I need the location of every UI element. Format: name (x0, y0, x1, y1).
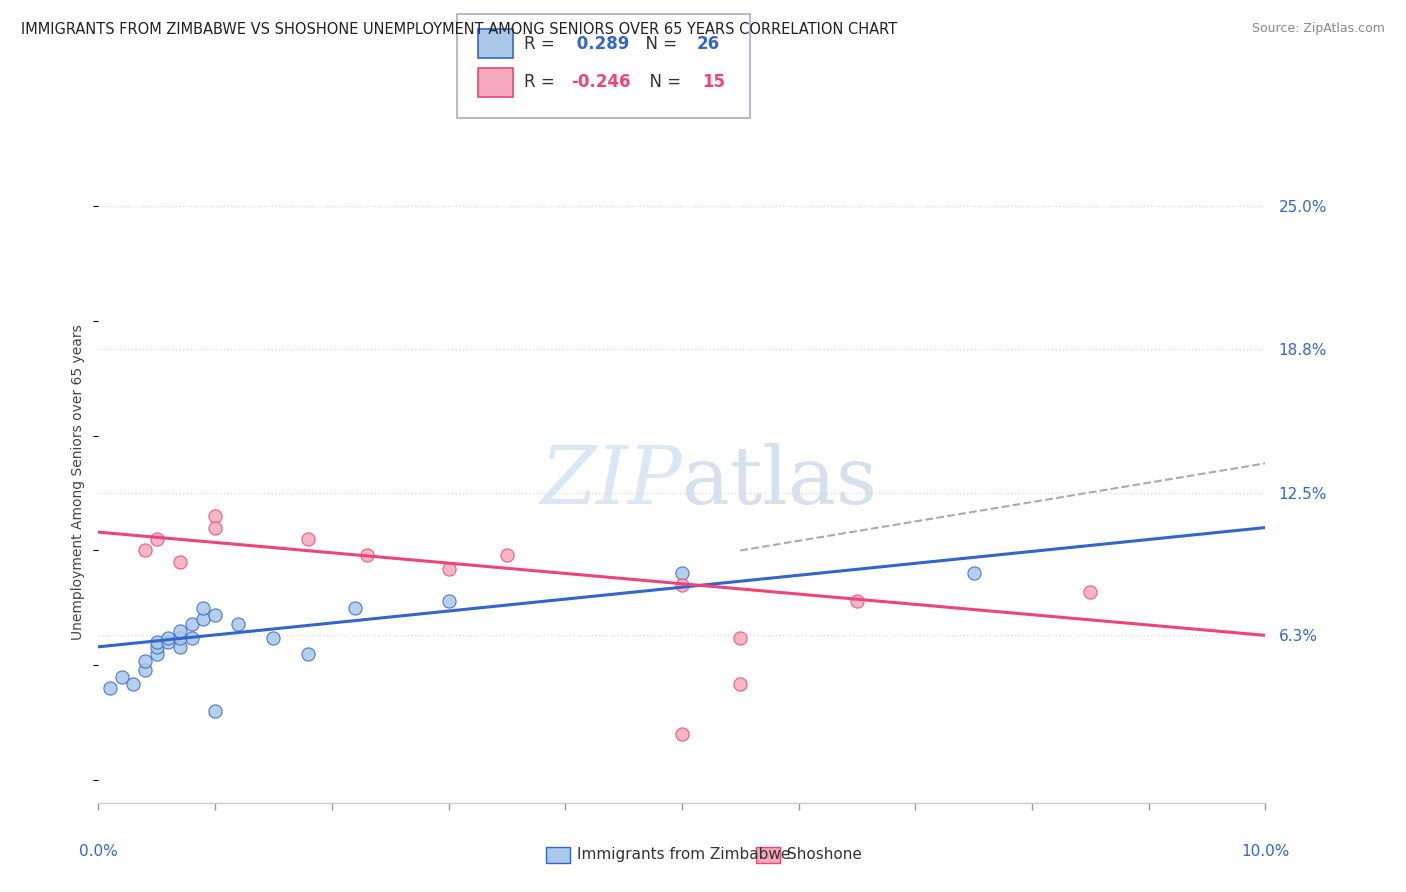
FancyBboxPatch shape (457, 14, 749, 118)
Point (180, 631, 202, 645)
Point (134, 663, 156, 677)
Text: -0.246: -0.246 (571, 73, 630, 91)
Point (146, 640, 169, 654)
Point (134, 654, 156, 668)
Point (846, 594, 869, 608)
Text: 15: 15 (702, 73, 724, 91)
Point (157, 635, 180, 649)
Text: IMMIGRANTS FROM ZIMBABWE VS SHOSHONE UNEMPLOYMENT AMONG SENIORS OVER 65 YEARS CO: IMMIGRANTS FROM ZIMBABWE VS SHOSHONE UNE… (21, 22, 897, 37)
Point (671, 727, 693, 741)
Point (111, 670, 134, 684)
Point (671, 566, 693, 581)
Point (169, 624, 191, 638)
Text: Shoshone: Shoshone (787, 847, 862, 862)
Point (344, 600, 367, 615)
Text: atlas: atlas (682, 442, 877, 521)
Point (204, 607, 226, 622)
Point (1080, 584, 1102, 599)
Point (180, 616, 202, 631)
Point (297, 532, 319, 546)
Text: ZIP: ZIP (540, 443, 682, 520)
Point (169, 640, 191, 654)
Point (297, 647, 319, 661)
Point (496, 548, 519, 562)
Point (134, 543, 156, 558)
Point (962, 566, 984, 581)
Text: N =: N = (638, 73, 686, 91)
Text: Source: ZipAtlas.com: Source: ZipAtlas.com (1251, 22, 1385, 36)
Text: 26: 26 (697, 35, 720, 53)
Text: N =: N = (636, 35, 682, 53)
Point (228, 616, 250, 631)
Point (262, 631, 284, 645)
Y-axis label: Unemployment Among Seniors over 65 years: Unemployment Among Seniors over 65 years (72, 324, 86, 640)
Point (437, 562, 460, 576)
Point (204, 520, 226, 534)
Point (204, 704, 226, 718)
Bar (546, 847, 569, 863)
Text: R =: R = (524, 73, 561, 91)
Point (730, 631, 752, 645)
Point (146, 635, 169, 649)
Point (671, 578, 693, 592)
Bar (756, 847, 780, 863)
Point (730, 676, 752, 690)
Point (204, 509, 226, 524)
Text: 0.0%: 0.0% (79, 844, 118, 859)
Point (157, 631, 180, 645)
Text: Immigrants from Zimbabwe: Immigrants from Zimbabwe (576, 847, 790, 862)
Point (193, 612, 215, 626)
Text: R =: R = (524, 35, 561, 53)
Point (146, 647, 169, 661)
Point (146, 532, 169, 546)
Point (122, 676, 145, 690)
Bar (478, 68, 513, 96)
Point (193, 600, 215, 615)
Bar (478, 29, 513, 58)
Point (169, 631, 191, 645)
Point (98, 681, 121, 695)
Point (437, 594, 460, 608)
Point (169, 555, 191, 569)
Text: 10.0%: 10.0% (1241, 844, 1289, 859)
Text: 0.289: 0.289 (571, 35, 630, 53)
Point (356, 548, 378, 562)
